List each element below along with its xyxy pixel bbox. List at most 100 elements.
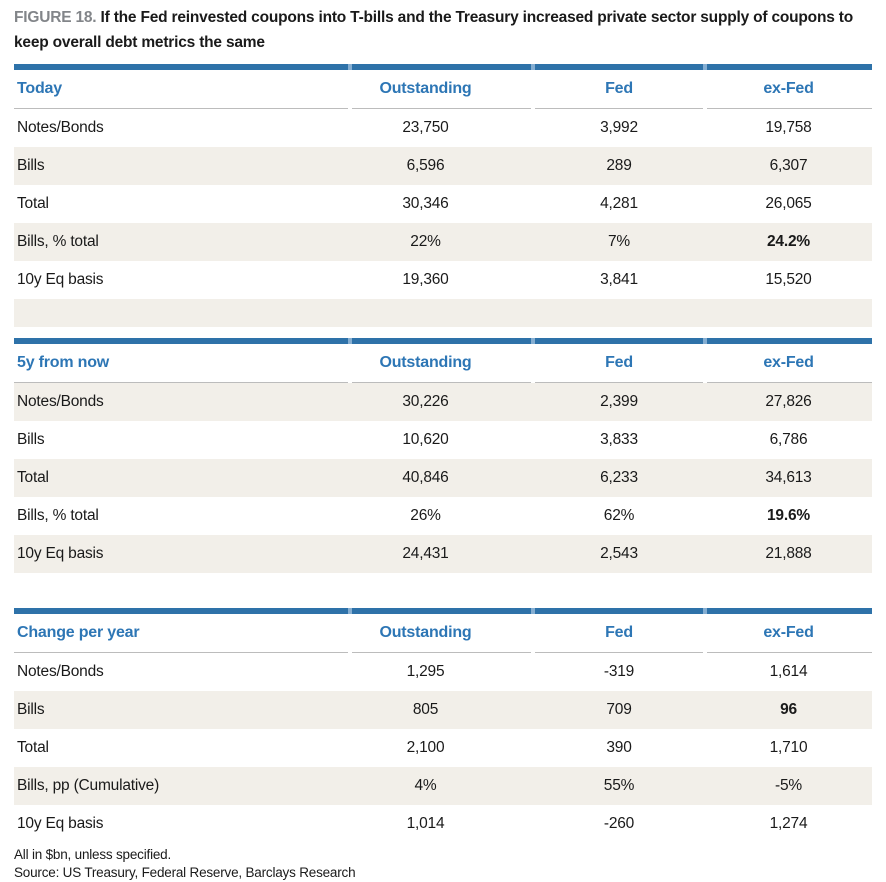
bar-segment xyxy=(14,338,348,344)
cell-exfed: 1,274 xyxy=(769,815,808,832)
cell-fed: 6,233 xyxy=(533,459,705,497)
footnote-units: All in $bn, unless specified. xyxy=(14,847,172,862)
footnotes: All in $bn, unless specified. Source: US… xyxy=(14,846,872,882)
col-header-outstanding: Outstanding xyxy=(348,344,533,383)
cell-outstanding: 19,360 xyxy=(402,271,449,288)
row-label: 10y Eq basis xyxy=(17,815,104,832)
table-row: Bills, % total 26% 62% 19.6% xyxy=(14,497,872,535)
cell-exfed: 96 xyxy=(705,691,872,729)
cell-outstanding: 6,596 xyxy=(350,147,533,185)
col-header-outstanding: Outstanding xyxy=(348,70,533,109)
table-row: Bills 10,620 3,833 6,786 xyxy=(14,421,872,459)
cell-fed: 3,992 xyxy=(600,119,638,136)
bar-segment xyxy=(707,608,872,614)
empty-stripe-row xyxy=(14,573,872,601)
bar-segment xyxy=(14,64,348,70)
bar-segment xyxy=(535,64,703,70)
footnote-source: Source: US Treasury, Federal Reserve, Ba… xyxy=(14,865,356,880)
table-title-today: Today xyxy=(14,70,350,109)
cell-outstanding: 10,620 xyxy=(402,431,449,448)
cell-outstanding: 1,014 xyxy=(406,815,445,832)
row-label: Notes/Bonds xyxy=(17,663,104,680)
bar-segment xyxy=(352,338,531,344)
bar-segment xyxy=(352,64,531,70)
table-5y-from-now: 5y from now Outstanding Fed ex-Fed Notes… xyxy=(14,338,872,601)
cell-fed: 390 xyxy=(606,739,632,756)
cell-fed: 2,399 xyxy=(533,383,705,421)
row-label: Bills xyxy=(17,431,45,448)
table-top-bar xyxy=(14,608,872,614)
cell-fed: 709 xyxy=(533,691,705,729)
cell-exfed: 19.6% xyxy=(767,507,810,524)
table-row: Bills 6,596 289 6,307 xyxy=(14,147,872,185)
figure-title-text: If the Fed reinvested coupons into T-bil… xyxy=(14,9,853,51)
cell-exfed: 34,613 xyxy=(705,459,872,497)
cell-exfed: -5% xyxy=(705,767,872,805)
table-row: Total 30,346 4,281 26,065 xyxy=(14,185,872,223)
header-row: Change per year Outstanding Fed ex-Fed xyxy=(14,614,872,653)
cell-fed: -260 xyxy=(603,815,635,832)
cell-outstanding: 40,846 xyxy=(350,459,533,497)
cell-exfed: 26,065 xyxy=(765,195,812,212)
row-label: Bills xyxy=(14,691,350,729)
cell-fed: 4,281 xyxy=(600,195,638,212)
table-row: Notes/Bonds 1,295 -319 1,614 xyxy=(14,653,872,691)
bar-segment xyxy=(535,608,703,614)
cell-outstanding: 4% xyxy=(350,767,533,805)
figure-title: FIGURE 18. If the Fed reinvested coupons… xyxy=(14,5,872,55)
cell-fed: -319 xyxy=(603,663,635,680)
row-label: Bills xyxy=(14,147,350,185)
cell-fed: 7% xyxy=(533,223,705,261)
table-title-5y: 5y from now xyxy=(14,344,350,383)
table-row: Bills 805 709 96 xyxy=(14,691,872,729)
col-header-fed: Fed xyxy=(531,614,705,653)
cell-exfed: 19,758 xyxy=(765,119,812,136)
row-label: Bills, pp (Cumulative) xyxy=(14,767,350,805)
cell-outstanding: 30,346 xyxy=(402,195,449,212)
cell-exfed: 27,826 xyxy=(705,383,872,421)
row-label: Notes/Bonds xyxy=(17,119,104,136)
cell-fed: 62% xyxy=(603,507,635,524)
table-row: Total 2,100 390 1,710 xyxy=(14,729,872,767)
header-row: 5y from now Outstanding Fed ex-Fed xyxy=(14,344,872,383)
row-label: Bills, % total xyxy=(14,223,350,261)
cell-fed: 3,833 xyxy=(600,431,638,448)
table-row: 10y Eq basis 24,431 2,543 21,888 xyxy=(14,535,872,573)
cell-outstanding: 30,226 xyxy=(350,383,533,421)
bar-segment xyxy=(535,338,703,344)
row-label: 10y Eq basis xyxy=(17,271,104,288)
col-header-exfed: ex-Fed xyxy=(703,344,872,383)
cell-fed: 3,841 xyxy=(600,271,638,288)
table-row: 10y Eq basis 1,014 -260 1,274 xyxy=(14,805,872,843)
row-label: Bills, % total xyxy=(17,507,99,524)
table-top-bar xyxy=(14,64,872,70)
table-top-bar xyxy=(14,338,872,344)
cell-fed: 55% xyxy=(533,767,705,805)
bar-segment xyxy=(352,608,531,614)
cell-outstanding: 2,100 xyxy=(406,739,445,756)
cell-outstanding: 23,750 xyxy=(402,119,449,136)
col-header-fed: Fed xyxy=(531,70,705,109)
cell-fed: 2,543 xyxy=(533,535,705,573)
bar-segment xyxy=(707,338,872,344)
cell-outstanding: 26% xyxy=(410,507,441,524)
table-change-per-year: Change per year Outstanding Fed ex-Fed N… xyxy=(14,608,872,843)
table-row: 10y Eq basis 19,360 3,841 15,520 xyxy=(14,261,872,299)
row-label: Total xyxy=(17,739,49,756)
today-table: Today Outstanding Fed ex-Fed Notes/Bonds… xyxy=(14,70,872,299)
table-row: Bills, % total 22% 7% 24.2% xyxy=(14,223,872,261)
row-label: Total xyxy=(17,195,49,212)
cell-exfed: 24.2% xyxy=(705,223,872,261)
cell-exfed: 15,520 xyxy=(765,271,812,288)
table-row: Notes/Bonds 30,226 2,399 27,826 xyxy=(14,383,872,421)
5y-table: 5y from now Outstanding Fed ex-Fed Notes… xyxy=(14,344,872,573)
cell-outstanding: 805 xyxy=(350,691,533,729)
cell-exfed: 6,786 xyxy=(769,431,808,448)
col-header-outstanding: Outstanding xyxy=(348,614,533,653)
row-label: Notes/Bonds xyxy=(14,383,350,421)
bar-segment xyxy=(14,608,348,614)
cell-outstanding: 1,295 xyxy=(406,663,445,680)
cell-exfed: 6,307 xyxy=(705,147,872,185)
empty-stripe-row xyxy=(14,299,872,327)
